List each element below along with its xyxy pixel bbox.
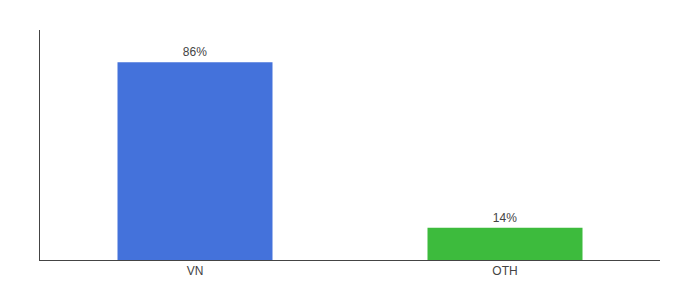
svg-text:86%: 86% <box>183 45 207 59</box>
svg-text:VN: VN <box>187 264 204 278</box>
svg-text:14%: 14% <box>493 211 517 225</box>
svg-text:OTH: OTH <box>492 264 517 278</box>
